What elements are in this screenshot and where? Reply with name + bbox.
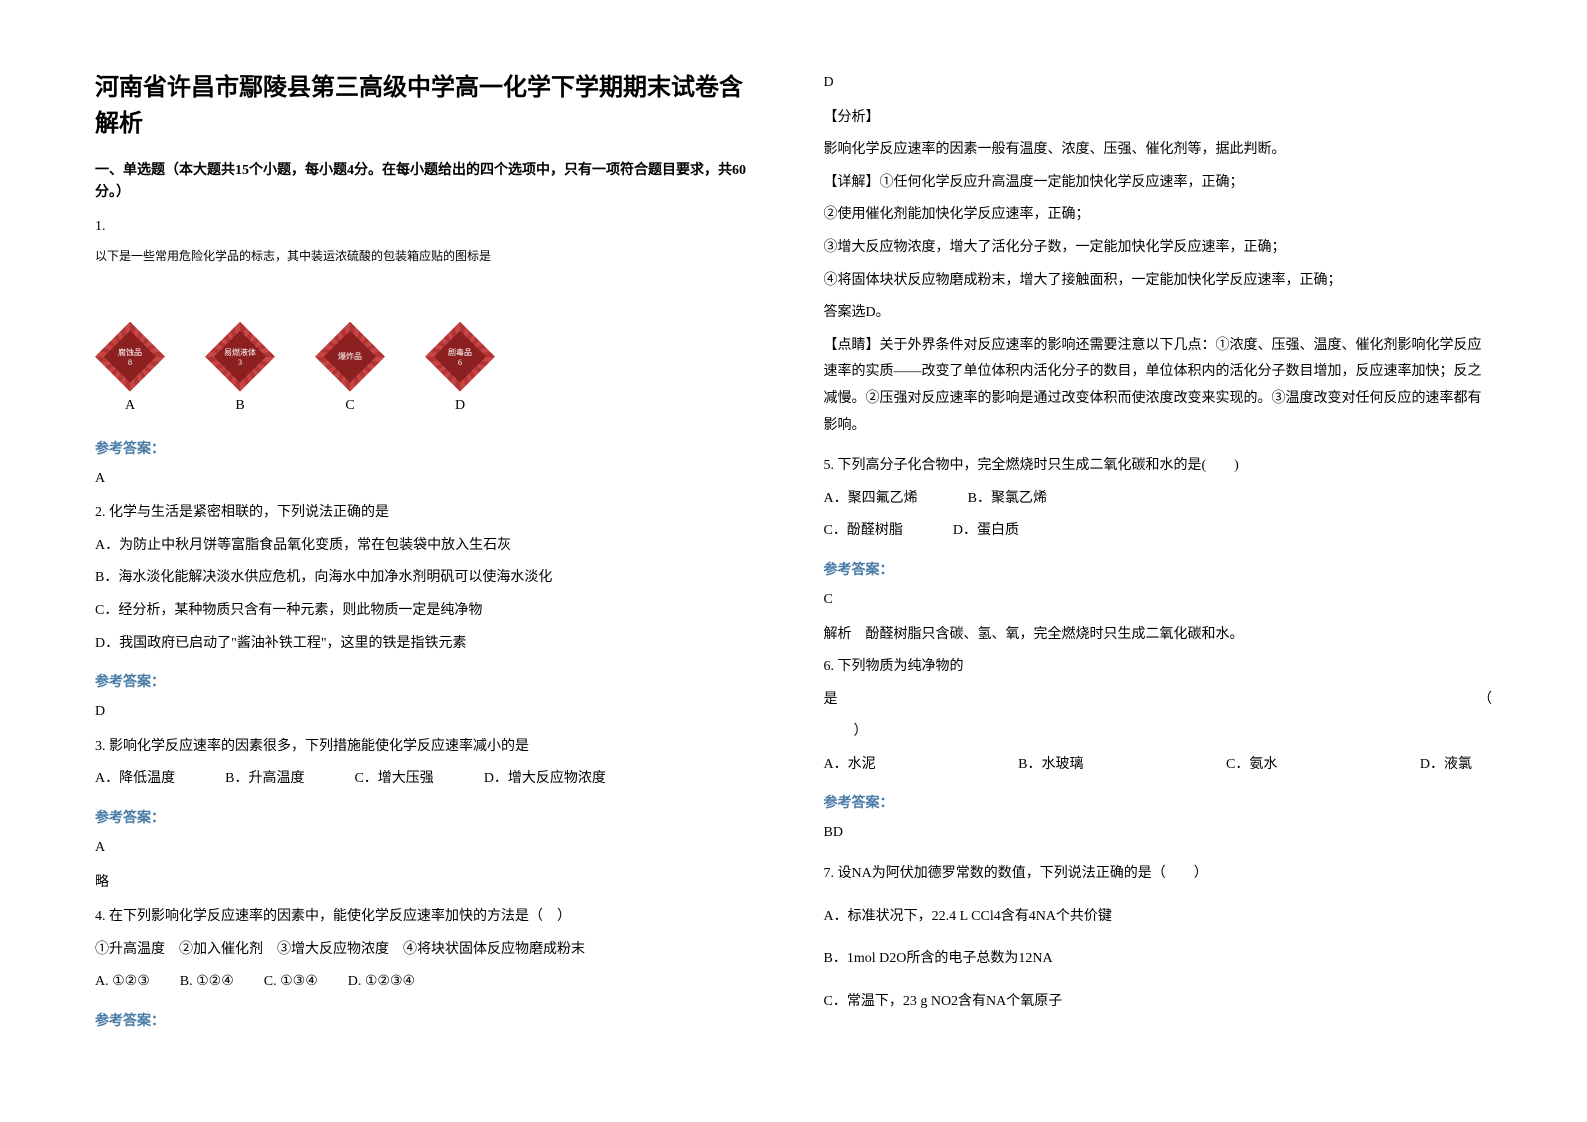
hazard-item-a: 腐蚀品8 A	[95, 322, 165, 414]
hazard-icon-b: 易燃液体3	[205, 322, 275, 392]
q4-analysis: 影响化学反应速率的因素一般有温度、浓度、压强、催化剂等，据此判断。	[824, 137, 1493, 164]
right-column: D 【分析】 影响化学反应速率的因素一般有温度、浓度、压强、催化剂等，据此判断。…	[824, 70, 1493, 1052]
hazard-a-num: 8	[128, 358, 132, 367]
q3-opt-d: D．增大反应物浓度	[484, 766, 606, 793]
q7-stem: 7. 设NA为阿伏加德罗常数的数值，下列说法正确的是（ ）	[824, 861, 1493, 888]
q5-opt-d: D．蛋白质	[953, 518, 1019, 545]
q5-explain: 解析 酚醛树脂只含碳、氢、氧，完全燃烧时只生成二氧化碳和水。	[824, 622, 1493, 649]
q5-opt-a: A．聚四氟乙烯	[824, 486, 918, 513]
q3-answer: A	[95, 835, 764, 862]
q5-answer-label: 参考答案：	[824, 559, 1493, 579]
q5-opt-c: C．酚醛树脂	[824, 518, 903, 545]
q5-options-1: A．聚四氟乙烯 B．聚氯乙烯	[824, 486, 1493, 513]
hazard-icon-c: 爆炸品	[315, 322, 385, 392]
q4-opt-a: A. ①②③	[95, 969, 150, 996]
hazard-label-d: D	[455, 398, 465, 414]
hazard-a-text: 腐蚀品	[118, 347, 142, 358]
exam-title: 河南省许昌市鄢陵县第三高级中学高一化学下学期期末试卷含解析	[95, 70, 764, 142]
q6-opt-c: C．氨水	[1226, 752, 1277, 779]
q6-opt-a: A．水泥	[824, 752, 876, 779]
q2-opt-b: B．海水淡化能解决淡水供应危机，向海水中加净水剂明矾可以使海水淡化	[95, 565, 764, 592]
q3-stem: 3. 影响化学反应速率的因素很多，下列措施能使化学反应速率减小的是	[95, 734, 764, 761]
section-1-header: 一、单选题（本大题共15个小题，每小题4分。在每小题给出的四个选项中，只有一项符…	[95, 160, 764, 205]
q6-stem-4: ）	[824, 719, 1493, 746]
q2-opt-d: D．我国政府已启动了"酱油补铁工程"，这里的铁是指铁元素	[95, 631, 764, 658]
q5-answer: C	[824, 587, 1493, 614]
q6-answer: BD	[824, 820, 1493, 847]
q4-options: A. ①②③ B. ①②④ C. ①③④ D. ①②③④	[95, 969, 764, 996]
q3-opt-c: C．增大压强	[354, 766, 433, 793]
q6-stem-2: 是	[824, 687, 838, 714]
q4-conditions: ①升高温度 ②加入催化剂 ③增大反应物浓度 ④将块状固体反应物磨成粉末	[95, 937, 764, 964]
q3-opt-b: B．升高温度	[225, 766, 304, 793]
q6-opt-d: D．液氯	[1420, 752, 1472, 779]
q3-options: A．降低温度 B．升高温度 C．增大压强 D．增大反应物浓度	[95, 766, 764, 793]
hazard-b-num: 3	[238, 358, 242, 367]
q4-analysis-label: 【分析】	[824, 105, 1493, 132]
q6-stem-1: 6. 下列物质为纯净物的	[824, 654, 1493, 681]
q2-opt-c: C．经分析，某种物质只含有一种元素，则此物质一定是纯净物	[95, 598, 764, 625]
q2-answer-label: 参考答案：	[95, 671, 764, 691]
q5-opt-b: B．聚氯乙烯	[968, 486, 1047, 513]
q1-number: 1.	[95, 219, 764, 235]
q2-opt-a: A．为防止中秋月饼等富脂食品氧化变质，常在包装袋中放入生石灰	[95, 533, 764, 560]
q4-tip: 【点睛】关于外界条件对反应速率的影响还需要注意以下几点：①浓度、压强、温度、催化…	[824, 333, 1493, 439]
q3-opt-a: A．降低温度	[95, 766, 175, 793]
hazard-item-c: 爆炸品 C	[315, 322, 385, 414]
q4-detail-4: ④将固体块状反应物磨成粉末，增大了接触面积，一定能加快化学反应速率，正确；	[824, 268, 1493, 295]
hazard-item-d: 剧毒品6 D	[425, 322, 495, 414]
q6-options: A．水泥 B．水玻璃 C．氨水 D．液氯	[824, 752, 1493, 779]
q6-answer-label: 参考答案：	[824, 792, 1493, 812]
hazard-b-text: 易燃液体	[224, 347, 256, 358]
q4-detail-2: ②使用催化剂能加快化学反应速率，正确；	[824, 202, 1493, 229]
q4-detail-1: 【详解】①任何化学反应升高温度一定能加快化学反应速率，正确；	[824, 170, 1493, 197]
q2-answer: D	[95, 699, 764, 726]
q3-answer-label: 参考答案：	[95, 807, 764, 827]
hazard-icon-a: 腐蚀品8	[95, 322, 165, 392]
q5-options-2: C．酚醛树脂 D．蛋白质	[824, 518, 1493, 545]
q1-answer-label: 参考答案：	[95, 438, 764, 458]
q7-opt-a: A．标准状况下，22.4 L CCl4含有4NA个共价键	[824, 904, 1493, 931]
q4-answer-label: 参考答案：	[95, 1010, 764, 1030]
q4-stem: 4. 在下列影响化学反应速率的因素中，能使化学反应速率加快的方法是（ ）	[95, 904, 764, 931]
q4-opt-c: C. ①③④	[264, 969, 318, 996]
q6-opt-b: B．水玻璃	[1018, 752, 1083, 779]
hazard-label-b: B	[235, 398, 244, 414]
q4-detail-5: 答案选D。	[824, 300, 1493, 327]
q1-hazard-icons: 腐蚀品8 A 易燃液体3 B 爆炸品 C 剧毒品6 D	[95, 284, 495, 414]
q4-opt-d: D. ①②③④	[348, 969, 415, 996]
q7-opt-b: B．1mol D2O所含的电子总数为12NA	[824, 946, 1493, 973]
q1-image-caption: 以下是一些常用危险化学品的标志，其中装运浓硫酸的包装箱应贴的图标是	[95, 245, 764, 268]
q6-stem-3: （	[1478, 687, 1492, 714]
hazard-icon-d: 剧毒品6	[425, 322, 495, 392]
hazard-d-num: 6	[458, 358, 462, 367]
q5-stem: 5. 下列高分子化合物中，完全燃烧时只生成二氧化碳和水的是( )	[824, 453, 1493, 480]
hazard-item-b: 易燃液体3 B	[205, 322, 275, 414]
hazard-label-a: A	[125, 398, 135, 414]
q1-answer: A	[95, 466, 764, 493]
q7-opt-c: C．常温下，23 g NO2含有NA个氧原子	[824, 989, 1493, 1016]
hazard-d-text: 剧毒品	[448, 347, 472, 358]
q4-answer: D	[824, 70, 1493, 97]
left-column: 河南省许昌市鄢陵县第三高级中学高一化学下学期期末试卷含解析 一、单选题（本大题共…	[95, 70, 764, 1052]
q4-opt-b: B. ①②④	[180, 969, 234, 996]
q3-note: 略	[95, 870, 764, 897]
hazard-c-text: 爆炸品	[338, 351, 362, 362]
hazard-label-c: C	[345, 398, 354, 414]
q6-stem-row: 是 （	[824, 687, 1493, 714]
q4-detail-3: ③增大反应物浓度，增大了活化分子数，一定能加快化学反应速率，正确；	[824, 235, 1493, 262]
q2-stem: 2. 化学与生活是紧密相联的，下列说法正确的是	[95, 500, 764, 527]
